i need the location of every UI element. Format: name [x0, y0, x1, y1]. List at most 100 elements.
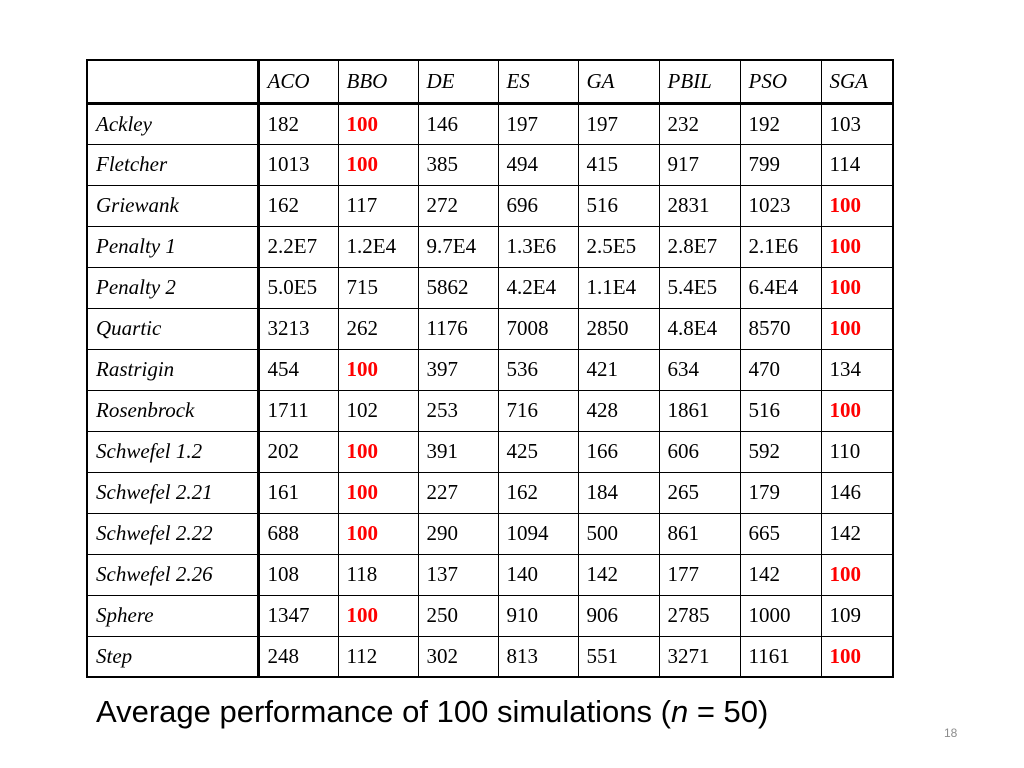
function-name-cell: Quartic — [86, 307, 260, 350]
column-header-es: ES — [497, 59, 579, 105]
best-value-cell: 100 — [337, 143, 419, 186]
value-cell: 3213 — [257, 307, 339, 350]
column-header-pbil: PBIL — [658, 59, 741, 105]
value-cell: 162 — [497, 471, 579, 514]
value-cell: 262 — [337, 307, 419, 350]
best-value-cell: 100 — [337, 102, 419, 145]
best-value-cell: 100 — [337, 512, 419, 555]
value-cell: 592 — [739, 430, 822, 473]
value-cell: 177 — [658, 553, 741, 596]
value-cell: 5862 — [417, 266, 499, 309]
function-name-cell: Step — [86, 635, 260, 678]
value-cell: 799 — [739, 143, 822, 186]
best-value-cell: 100 — [337, 430, 419, 473]
results-table: ACO BBO DE ES GA PBIL PSO SGA Ackley 182 100 146 19… — [86, 59, 894, 678]
value-cell: 1023 — [739, 184, 822, 227]
value-cell: 4.2E4 — [497, 266, 579, 309]
value-cell: 425 — [497, 430, 579, 473]
best-value-cell: 100 — [820, 266, 894, 309]
column-header-ga: GA — [577, 59, 660, 105]
value-cell: 166 — [577, 430, 660, 473]
value-cell: 302 — [417, 635, 499, 678]
value-cell: 5.4E5 — [658, 266, 741, 309]
value-cell: 265 — [658, 471, 741, 514]
table-row: Penalty 2 5.0E5 715 5862 4.2E4 1.1E4 5.4E5 6.4E… — [86, 266, 894, 309]
value-cell: 110 — [820, 430, 894, 473]
value-cell: 606 — [658, 430, 741, 473]
function-name-cell: Ackley — [86, 102, 260, 145]
column-header-aco: ACO — [257, 59, 339, 105]
value-cell: 112 — [337, 635, 419, 678]
function-name-cell: Griewank — [86, 184, 260, 227]
value-cell: 250 — [417, 594, 499, 637]
best-value-cell: 100 — [337, 471, 419, 514]
value-cell: 232 — [658, 102, 741, 145]
caption-variable: n — [670, 694, 689, 729]
value-cell: 1176 — [417, 307, 499, 350]
table-row: Rosenbrock 1711 102 253 716 428 1861 516 100 — [86, 389, 894, 432]
table-row: Fletcher 1013 100 385 494 415 917 799 114 — [86, 143, 894, 186]
column-header-pso: PSO — [739, 59, 822, 105]
value-cell: 494 — [497, 143, 579, 186]
value-cell: 2.1E6 — [739, 225, 822, 268]
value-cell: 4.8E4 — [658, 307, 741, 350]
value-cell: 470 — [739, 348, 822, 391]
value-cell: 134 — [820, 348, 894, 391]
value-cell: 2.8E7 — [658, 225, 741, 268]
column-header-sga: SGA — [820, 59, 894, 105]
value-cell: 1013 — [257, 143, 339, 186]
value-cell: 114 — [820, 143, 894, 186]
value-cell: 3271 — [658, 635, 741, 678]
value-cell: 192 — [739, 102, 822, 145]
value-cell: 421 — [577, 348, 660, 391]
value-cell: 715 — [337, 266, 419, 309]
value-cell: 454 — [257, 348, 339, 391]
value-cell: 8570 — [739, 307, 822, 350]
corner-cell — [86, 59, 260, 105]
table-row: Step 248 112 302 813 551 3271 1161 100 — [86, 635, 894, 678]
value-cell: 109 — [820, 594, 894, 637]
value-cell: 179 — [739, 471, 822, 514]
table-row: Schwefel 2.26 108 118 137 140 142 177 142 100 — [86, 553, 894, 596]
value-cell: 2.2E7 — [257, 225, 339, 268]
function-name-cell: Penalty 2 — [86, 266, 260, 309]
value-cell: 716 — [497, 389, 579, 432]
value-cell: 117 — [337, 184, 419, 227]
table-row: Schwefel 2.21 161 100 227 162 184 265 179 146 — [86, 471, 894, 514]
value-cell: 1711 — [257, 389, 339, 432]
value-cell: 9.7E4 — [417, 225, 499, 268]
value-cell: 1161 — [739, 635, 822, 678]
value-cell: 5.0E5 — [257, 266, 339, 309]
best-value-cell: 100 — [820, 389, 894, 432]
table-row: Quartic 3213 262 1176 7008 2850 4.8E4 8570 100 — [86, 307, 894, 350]
value-cell: 161 — [257, 471, 339, 514]
value-cell: 290 — [417, 512, 499, 555]
value-cell: 634 — [658, 348, 741, 391]
value-cell: 102 — [337, 389, 419, 432]
value-cell: 162 — [257, 184, 339, 227]
caption-prefix: Average performance of 100 simulations ( — [96, 694, 671, 729]
best-value-cell: 100 — [337, 594, 419, 637]
value-cell: 1861 — [658, 389, 741, 432]
function-name-cell: Schwefel 2.21 — [86, 471, 260, 514]
function-name-cell: Rosenbrock — [86, 389, 260, 432]
value-cell: 428 — [577, 389, 660, 432]
value-cell: 516 — [739, 389, 822, 432]
value-cell: 197 — [497, 102, 579, 145]
value-cell: 906 — [577, 594, 660, 637]
table-row: Sphere 1347 100 250 910 906 2785 1000 109 — [86, 594, 894, 637]
value-cell: 2850 — [577, 307, 660, 350]
function-name-cell: Schwefel 1.2 — [86, 430, 260, 473]
table-row: Schwefel 2.22 688 100 290 1094 500 861 665 142 — [86, 512, 894, 555]
value-cell: 391 — [417, 430, 499, 473]
value-cell: 917 — [658, 143, 741, 186]
value-cell: 142 — [820, 512, 894, 555]
value-cell: 227 — [417, 471, 499, 514]
table-header-row: ACO BBO DE ES GA PBIL PSO SGA — [86, 59, 894, 105]
table-row: Griewank 162 117 272 696 516 2831 1023 100 — [86, 184, 894, 227]
slide-number: 18 — [944, 726, 958, 740]
slide-caption: Average performance of 100 simulations (… — [96, 694, 768, 730]
column-header-de: DE — [417, 59, 499, 105]
value-cell: 1000 — [739, 594, 822, 637]
value-cell: 910 — [497, 594, 579, 637]
